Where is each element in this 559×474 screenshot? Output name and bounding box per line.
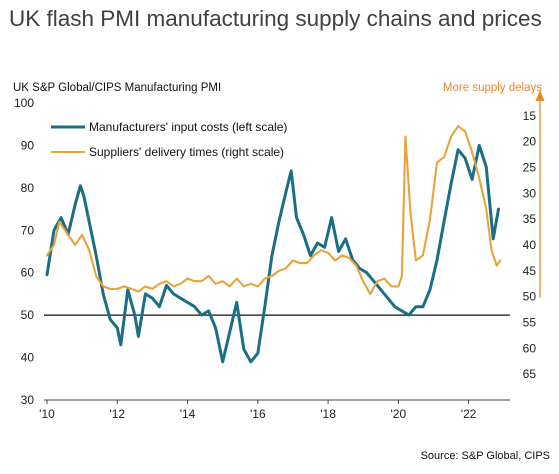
y-left-tick-label: 60: [21, 266, 35, 280]
y-right-tick-label: 50: [523, 290, 537, 304]
x-tick-label: '22: [461, 407, 477, 421]
series-line-input-costs: [45, 143, 500, 364]
y-left-tick-label: 50: [21, 308, 35, 322]
y-right-tick-label: 25: [523, 161, 537, 175]
y-left-tick-label: 90: [21, 138, 35, 152]
y-right-tick-label: 55: [523, 316, 537, 330]
y-left-tick-label: 70: [21, 223, 35, 237]
legend-label: Suppliers' delivery times (right scale): [89, 145, 284, 159]
y-right-tick-label: 40: [523, 238, 537, 252]
y-left-tick-label: 30: [21, 393, 35, 407]
x-tick-label: '14: [180, 407, 196, 421]
y-right-tick-label: 35: [523, 212, 537, 226]
x-tick-label: '12: [109, 407, 125, 421]
y-right-tick-label: 20: [523, 135, 537, 149]
x-tick-label: '16: [250, 407, 266, 421]
y-left-tick-label: 100: [14, 96, 34, 110]
x-tick-label: '20: [391, 407, 407, 421]
y-right-tick-label: 30: [523, 186, 537, 200]
left-axis-label: UK S&P Global/CIPS Manufacturing PMI: [13, 82, 222, 94]
right-axis-arrowhead: [535, 90, 545, 101]
y-right-tick-label: 45: [523, 264, 537, 278]
y-left-tick-label: 80: [21, 181, 35, 195]
y-left-tick-label: 40: [21, 351, 35, 365]
y-right-tick-label: 65: [523, 367, 537, 381]
x-tick-label: '10: [39, 407, 55, 421]
right-axis-label: More supply delays: [442, 82, 542, 94]
legend-label: Manufacturers' input costs (left scale): [89, 120, 287, 134]
chart-title: UK flash PMI manufacturing supply chains…: [9, 6, 542, 31]
source-note: Source: S&P Global, CIPS: [420, 450, 550, 462]
series-line-delivery-times: [45, 125, 502, 296]
y-right-tick-label: 60: [523, 341, 537, 355]
x-tick-label: '18: [320, 407, 336, 421]
y-right-tick-label: 15: [523, 109, 537, 123]
